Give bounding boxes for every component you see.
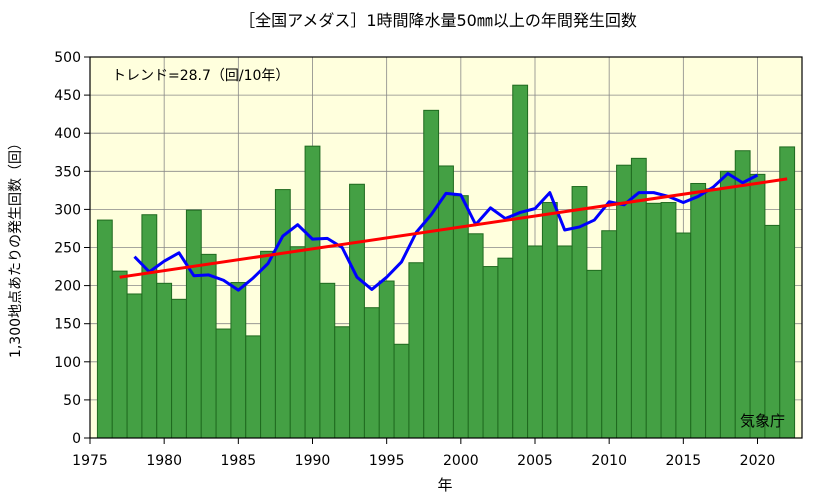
x-tick-label: 2015 [666,453,702,469]
x-tick-label: 1985 [221,453,257,469]
bar [467,233,484,439]
bar [423,109,440,439]
bar [215,328,232,439]
bar [304,145,321,439]
bar [363,307,380,439]
bar [111,270,128,439]
bar [171,298,187,439]
x-tick-label: 1995 [369,453,405,469]
bar [690,182,707,439]
x-tick-label: 1975 [72,453,108,469]
x-axis-label: 年 [437,476,452,494]
y-tick-label: 0 [72,431,81,447]
source-label: 気象庁 [740,412,785,430]
bar [334,326,351,439]
y-tick-label: 250 [54,241,81,257]
x-tick-label: 2005 [517,453,553,469]
bar [527,245,543,439]
bar [541,202,558,439]
x-tick-label: 2010 [591,453,627,469]
y-tick-label: 500 [54,50,81,66]
bar [274,189,291,439]
bar [556,245,573,439]
axis-ticks [84,56,758,444]
y-tick-label: 450 [54,88,81,104]
bar [705,188,721,439]
bar [319,282,336,439]
y-tick-label: 300 [54,202,81,218]
bar [660,202,677,439]
bar [779,146,796,439]
bar [749,173,766,439]
bar [200,253,217,439]
bar [408,262,425,439]
trend-line [119,177,788,279]
bar [378,280,395,439]
y-axis-label: 1,300地点あたりの発生回数（回） [8,136,24,358]
bar [586,269,603,439]
bar [645,202,662,439]
y-tick-label: 400 [54,126,81,142]
y-tick-label: 200 [54,279,81,295]
bar [482,266,499,439]
bar [245,335,262,439]
x-tick-label: 2020 [740,453,776,469]
bar [438,165,454,439]
bar [349,183,365,439]
bar [452,195,469,439]
chart-title: ［全国アメダス］1時間降水量50㎜以上の年間発生回数 [239,11,637,30]
y-tick-label: 150 [54,317,81,333]
bar [393,343,410,439]
bar [734,150,751,439]
x-tick-label: 1980 [146,453,182,469]
bar [719,170,736,439]
bar [141,214,158,439]
y-tick-label: 50 [63,393,81,409]
bar [156,282,173,439]
y-tick-label: 100 [54,355,81,371]
x-tick-labels: 1975 1980 1985 1990 1995 2000 2005 2010 2015 2020 [72,453,775,469]
bar [126,293,143,439]
bar [512,84,529,439]
x-tick-label: 2000 [443,453,479,469]
bar [230,282,247,439]
bar [185,209,202,439]
bar [497,257,514,439]
bar [96,219,113,439]
trend-annotation: トレンド=28.7（回/10年） [112,68,289,84]
bar [764,224,781,439]
bar [289,246,306,439]
moving-average-line [133,172,759,292]
y-tick-labels: 0 50 100 150 200 250 300 350 400 450 500 [54,50,81,447]
y-tick-label: 350 [54,164,81,180]
bar [601,230,618,439]
bar [675,232,692,439]
x-tick-label: 1990 [295,453,331,469]
bar [260,250,276,439]
